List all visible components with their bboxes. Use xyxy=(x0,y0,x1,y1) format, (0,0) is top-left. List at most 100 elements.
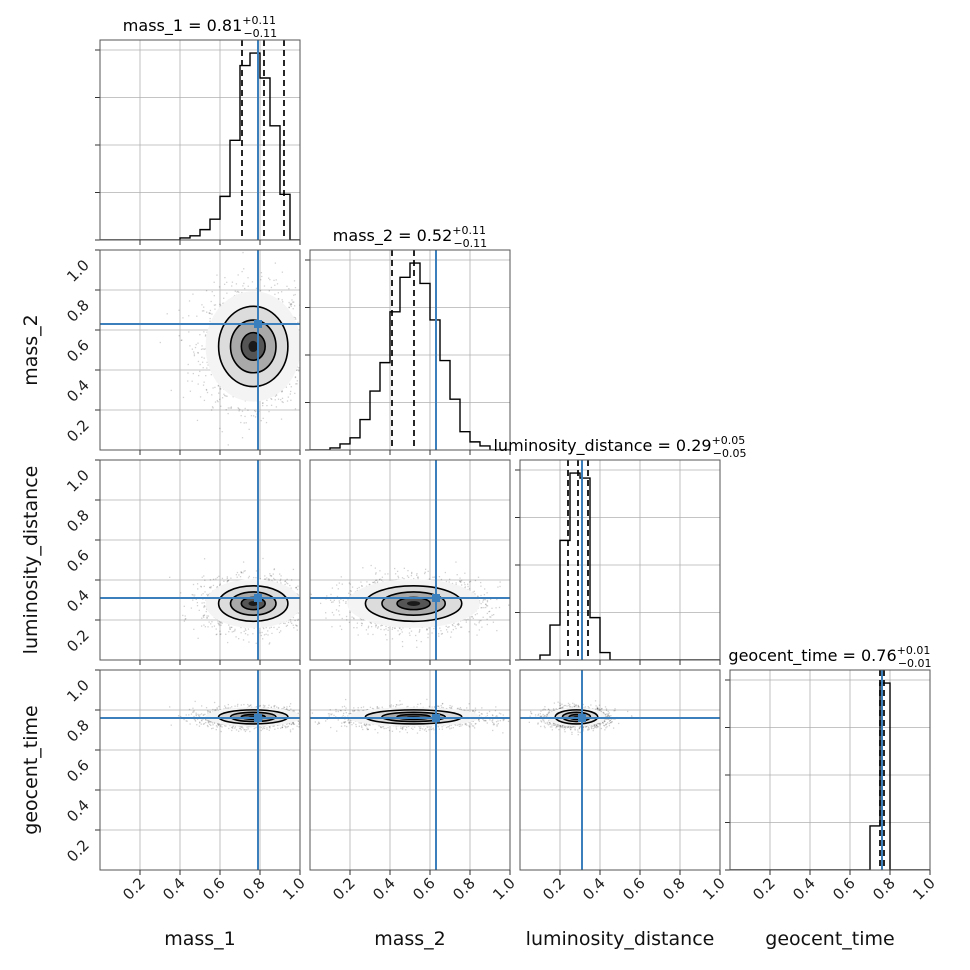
sample-point xyxy=(308,322,309,323)
sample-point xyxy=(440,633,443,635)
sample-point xyxy=(192,599,194,601)
sample-point xyxy=(407,569,409,572)
sample-point xyxy=(191,380,193,382)
sample-point xyxy=(166,313,168,315)
sample-point xyxy=(263,634,266,636)
sample-point xyxy=(260,279,262,281)
sample-point xyxy=(217,384,220,387)
sample-point xyxy=(253,627,255,629)
sample-point xyxy=(184,618,186,620)
sample-point xyxy=(483,598,485,601)
sample-point xyxy=(188,315,190,317)
sample-point xyxy=(264,578,266,581)
sample-point xyxy=(375,624,377,626)
sample-point xyxy=(486,599,489,602)
sample-point xyxy=(207,593,210,596)
sample-point xyxy=(301,323,302,324)
sample-point xyxy=(201,356,203,358)
sample-point xyxy=(260,419,262,422)
sample-point xyxy=(298,367,300,369)
sample-point xyxy=(330,601,333,603)
sample-point xyxy=(210,409,213,411)
sample-point xyxy=(467,583,469,585)
sample-point xyxy=(467,618,469,621)
sample-point xyxy=(297,612,299,614)
sample-point xyxy=(242,561,245,563)
sample-point xyxy=(199,396,202,398)
sample-point xyxy=(440,630,442,632)
sample-point xyxy=(201,304,203,306)
sample-point xyxy=(236,576,238,578)
sample-point xyxy=(417,578,419,580)
sample-point xyxy=(315,594,316,595)
y-tick-label: 0.8 xyxy=(63,506,93,536)
sample-point xyxy=(398,634,400,636)
sample-point xyxy=(200,586,202,588)
sample-point xyxy=(169,576,171,579)
sample-point xyxy=(407,576,410,579)
sample-point xyxy=(273,279,275,282)
sample-point xyxy=(454,625,456,628)
sample-point xyxy=(182,317,184,319)
sample-point xyxy=(266,577,268,579)
sample-point xyxy=(276,283,279,285)
sample-point xyxy=(341,583,343,585)
sample-point xyxy=(440,578,443,581)
sample-point xyxy=(226,581,228,583)
sample-point xyxy=(181,339,183,341)
sample-point xyxy=(244,632,247,635)
sample-point xyxy=(234,630,236,632)
sample-point xyxy=(218,392,220,394)
sample-point xyxy=(231,631,233,633)
sample-point xyxy=(406,575,409,577)
sample-point xyxy=(270,286,273,289)
sample-point xyxy=(287,582,289,585)
sample-point xyxy=(437,633,440,635)
sample-point xyxy=(269,573,271,575)
sample-point xyxy=(214,308,216,310)
sample-point xyxy=(220,405,222,407)
sample-point xyxy=(203,614,205,617)
sample-point xyxy=(305,603,306,604)
sample-point xyxy=(321,613,322,614)
sample-point xyxy=(315,611,316,612)
sample-point xyxy=(268,410,270,413)
sample-point xyxy=(284,580,287,582)
sample-point xyxy=(185,618,187,620)
sample-point xyxy=(265,633,267,635)
sample-point xyxy=(286,578,288,581)
sample-point xyxy=(235,636,237,638)
sample-point xyxy=(271,398,273,400)
sample-point xyxy=(293,305,296,307)
sample-point xyxy=(194,346,197,349)
sample-point xyxy=(280,399,282,401)
sample-point xyxy=(253,415,255,417)
sample-point xyxy=(304,611,305,612)
sample-point xyxy=(313,591,314,592)
sample-point xyxy=(306,593,307,594)
sample-point xyxy=(231,626,233,629)
sample-point xyxy=(206,617,208,619)
sample-point xyxy=(200,585,202,588)
sample-point xyxy=(448,626,450,628)
sample-point xyxy=(232,396,234,398)
sample-point xyxy=(307,324,308,325)
sample-point xyxy=(222,302,224,304)
sample-point xyxy=(207,615,210,617)
sample-point xyxy=(206,593,208,596)
sample-point xyxy=(473,590,476,593)
sample-point xyxy=(188,331,190,333)
sample-point xyxy=(227,407,230,409)
sample-point xyxy=(247,277,249,279)
hist-panel-mass_1 xyxy=(95,39,301,245)
sample-point xyxy=(484,598,487,601)
sample-point xyxy=(375,579,377,581)
sample-point xyxy=(223,393,225,395)
sample-point xyxy=(211,291,213,293)
sample-point xyxy=(303,335,304,336)
sample-point xyxy=(197,342,199,344)
sample-point xyxy=(289,304,292,306)
sample-point xyxy=(323,609,324,610)
sample-point xyxy=(361,622,363,625)
sample-point xyxy=(219,583,221,585)
